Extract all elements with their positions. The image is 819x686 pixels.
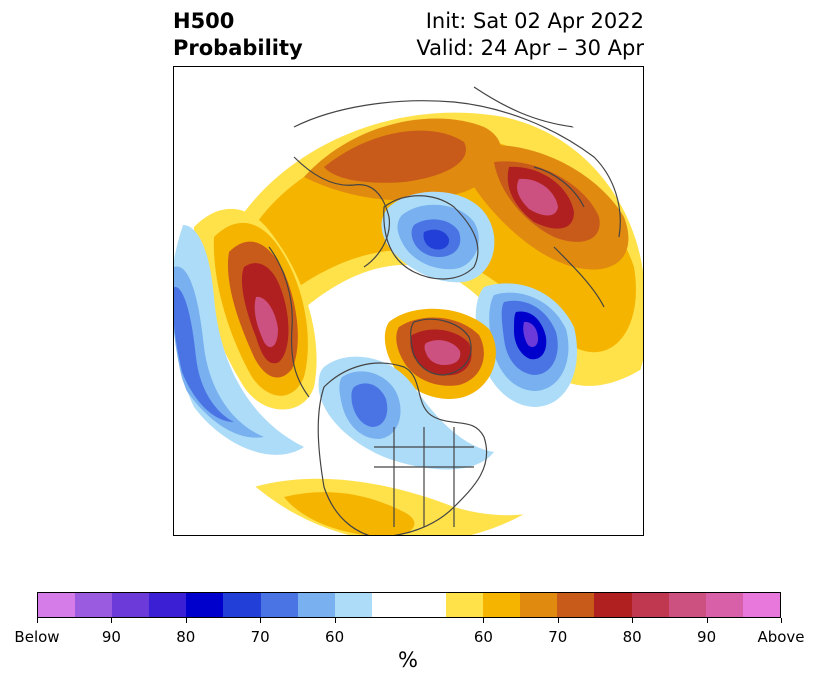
colorbar-segment xyxy=(408,593,447,617)
colorbar-segment xyxy=(446,593,484,617)
colorbar-tick-mark xyxy=(185,618,187,623)
anomaly-pink-greenland xyxy=(424,340,461,365)
colorbar-tick-label: 90 xyxy=(697,628,717,646)
colorbar-tick-label: 70 xyxy=(250,628,270,646)
anomaly-rust-nw xyxy=(324,130,466,183)
colorbar-tick-mark xyxy=(260,618,262,623)
colorbar-tick-mark xyxy=(706,618,708,623)
colorbar-tick-mark xyxy=(632,618,634,623)
colorbar-tick-label: Above xyxy=(757,628,805,646)
colorbar-segment xyxy=(149,593,187,617)
colorbar-unit: % xyxy=(398,648,418,672)
colorbar-segment xyxy=(483,593,521,617)
colorbar-segment xyxy=(38,593,76,617)
colorbar-tick-label: 70 xyxy=(548,628,568,646)
colorbar-tick-label: 80 xyxy=(176,628,196,646)
colorbar-tick-label: 80 xyxy=(622,628,642,646)
colorbar-tick-mark xyxy=(781,618,782,623)
title-left: H500 Probability xyxy=(173,8,303,62)
anomaly-purple-atlantic xyxy=(523,321,538,347)
colorbar-tick-label: 60 xyxy=(325,628,345,646)
colorbar-segment xyxy=(594,593,632,617)
colorbar-tick-mark xyxy=(111,618,113,623)
polar-map xyxy=(173,66,644,536)
colorbar-segment xyxy=(334,593,372,617)
colorbar-tick-mark xyxy=(557,618,559,623)
anomaly-deep-blue-arctic xyxy=(423,229,450,250)
colorbar-segment xyxy=(75,593,113,617)
colorbar-segment xyxy=(260,593,298,617)
init-date: Init: Sat 02 Apr 2022 xyxy=(425,9,644,33)
title-right: Init: Sat 02 Apr 2022 Valid: 24 Apr – 30… xyxy=(416,8,644,62)
colorbar-tick-label: Below xyxy=(14,628,60,646)
colorbar-segment xyxy=(631,593,669,617)
colorbar-segment xyxy=(705,593,743,617)
anomaly-mid-blue-west xyxy=(174,286,234,422)
colorbar-segment xyxy=(112,593,150,617)
probability-map-svg xyxy=(174,67,643,535)
colorbar-segment xyxy=(186,593,224,617)
colorbar-tick-mark xyxy=(334,618,336,623)
anomaly-pink-pacific xyxy=(254,296,278,348)
colorbar-tick-label: 60 xyxy=(473,628,493,646)
colorbar-segment xyxy=(297,593,335,617)
colorbar-segment xyxy=(668,593,706,617)
valid-range: Valid: 24 Apr – 30 Apr xyxy=(416,36,644,60)
colorbar-segment xyxy=(371,593,409,617)
colorbar-tick-label: 90 xyxy=(101,628,121,646)
anomaly-pink-ne xyxy=(517,178,558,216)
anomaly-mid-blue-namerica xyxy=(351,383,388,427)
title-variable: H500 xyxy=(173,9,235,33)
colorbar-segment xyxy=(223,593,261,617)
colorbar-segment xyxy=(557,593,595,617)
anomaly-orange-south xyxy=(284,492,415,535)
colorbar xyxy=(37,592,781,618)
colorbar-segment xyxy=(520,593,558,617)
colorbar-tick-mark xyxy=(37,618,38,623)
colorbar-tick-mark xyxy=(483,618,485,623)
title-product: Probability xyxy=(173,36,303,60)
colorbar-segment xyxy=(742,593,780,617)
